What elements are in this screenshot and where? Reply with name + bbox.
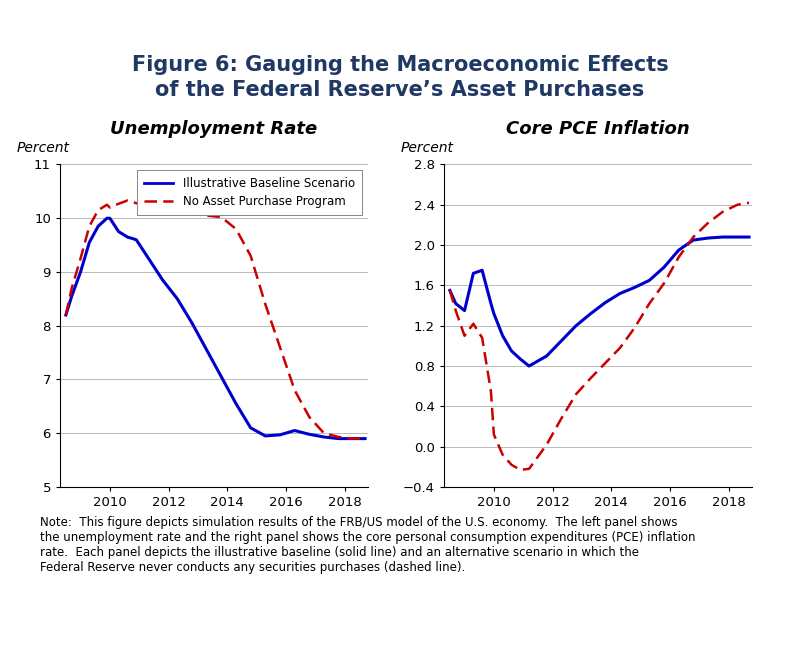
Title: Core PCE Inflation: Core PCE Inflation [506, 120, 690, 138]
Text: Percent: Percent [17, 141, 70, 155]
Title: Unemployment Rate: Unemployment Rate [110, 120, 318, 138]
Text: Percent: Percent [401, 141, 454, 155]
Text: Figure 6: Gauging the Macroeconomic Effects
of the Federal Reserve’s Asset Purch: Figure 6: Gauging the Macroeconomic Effe… [132, 55, 668, 99]
Legend: Illustrative Baseline Scenario, No Asset Purchase Program: Illustrative Baseline Scenario, No Asset… [137, 170, 362, 215]
Text: Note:  This figure depicts simulation results of the FRB/US model of the U.S. ec: Note: This figure depicts simulation res… [40, 516, 695, 574]
